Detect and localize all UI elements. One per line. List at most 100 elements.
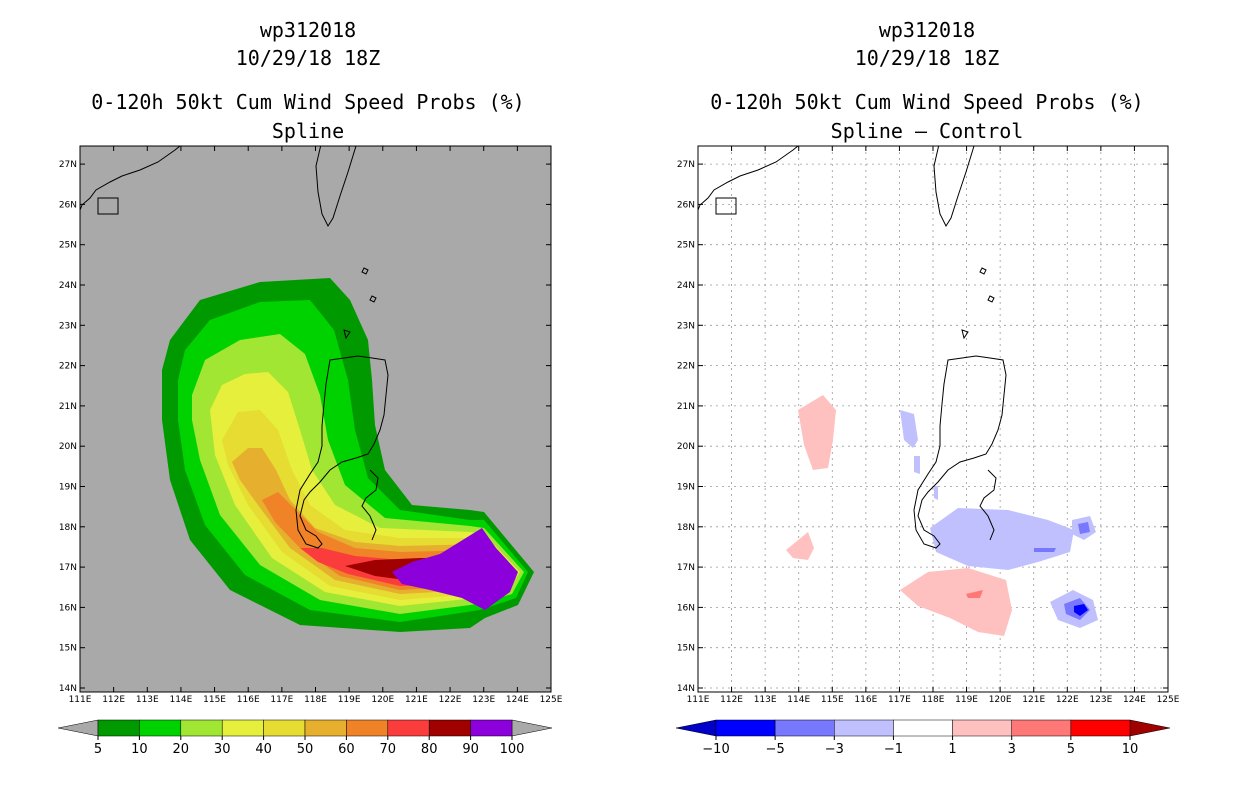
right-colorbar-label: −5 <box>766 742 785 757</box>
left-title-product: 0-120h 50kt Cum Wind Speed Probs (%) <box>91 90 525 114</box>
right-lat-label: 21N <box>677 402 695 412</box>
right-lat-label: 26N <box>677 200 695 210</box>
left-lat-label: 25N <box>59 241 77 251</box>
left-lon-label: 115E <box>203 695 226 705</box>
right-colorbar-arrow-right <box>1129 719 1171 737</box>
right-lat-label: 15N <box>677 644 695 654</box>
right-colorbar: −10 −5 −3 −1 1 3 5 10 <box>675 719 1171 757</box>
right-colorbar-swatch <box>1070 719 1131 737</box>
left-colorbar-label: 10 <box>131 742 148 757</box>
left-lon-label: 114E <box>169 695 192 705</box>
diff-pos-south-inner <box>966 590 983 598</box>
right-lon-label: 113E <box>754 695 777 705</box>
left-lon-label: 113E <box>136 695 159 705</box>
left-colorbar-swatch <box>263 719 306 737</box>
right-lat-label: 18N <box>677 523 695 533</box>
left-colorbar-swatch <box>470 719 513 737</box>
left-lon-label: 116E <box>237 695 260 705</box>
right-colorbar-label: −3 <box>825 742 844 757</box>
right-colorbar-label: 10 <box>1122 742 1139 757</box>
left-lat-label: 23N <box>59 321 77 331</box>
right-lon-label: 114E <box>787 695 810 705</box>
left-colorbar-swatch <box>428 719 471 737</box>
right-title-subtitle: Spline – Control <box>830 119 1024 143</box>
right-lon-label: 118E <box>922 695 945 705</box>
right-lon-label: 117E <box>888 695 911 705</box>
right-lon-label: 116E <box>854 695 877 705</box>
diff-neg-east-inner <box>1078 522 1090 534</box>
left-colorbar-swatch <box>221 719 264 737</box>
left-lat-label: 14N <box>59 684 77 694</box>
left-lon-label: 122E <box>439 695 462 705</box>
diff-neg-southeast-core <box>1074 604 1088 616</box>
left-colorbar-arrow-right <box>511 719 553 737</box>
right-lon-label: 115E <box>821 695 844 705</box>
left-colorbar-label: 40 <box>255 742 272 757</box>
right-axes: 111E 112E 113E 114E 115E 116E 117E 118E 119E 120E… <box>677 146 1180 705</box>
left-title-subtitle: Spline <box>271 119 345 143</box>
right-title-datetime: 10/29/18 18Z <box>854 46 1000 70</box>
right-lat-label: 27N <box>677 160 695 170</box>
left-colorbar-arrow-left <box>57 719 99 737</box>
right-colorbar-swatch <box>834 719 894 737</box>
right-title-storm: wp312018 <box>878 18 976 42</box>
right-lon-label: 111E <box>687 695 710 705</box>
left-colorbar-swatch <box>304 719 347 737</box>
diff-neg-north <box>900 410 918 448</box>
left-lat-label: 17N <box>59 563 77 573</box>
right-lat-label: 14N <box>677 684 695 694</box>
right-colorbar-swatch <box>774 719 835 737</box>
left-lon-label: 117E <box>270 695 293 705</box>
left-lon-label: 112E <box>102 695 125 705</box>
left-lat-label: 18N <box>59 523 77 533</box>
left-lat-label: 15N <box>59 644 77 654</box>
diff-pos-west <box>798 395 836 470</box>
right-lat-label: 22N <box>677 362 695 372</box>
left-lat-label: 24N <box>59 281 77 291</box>
contour-90 <box>392 528 518 610</box>
diff-neg-center-inner <box>1034 548 1056 552</box>
left-lon-label: 111E <box>69 695 92 705</box>
right-colorbar-swatch <box>1011 719 1072 737</box>
left-colorbar-label: 60 <box>338 742 355 757</box>
right-lat-label: 25N <box>677 241 695 251</box>
right-lon-label: 112E <box>720 695 743 705</box>
right-lat-label: 16N <box>677 603 695 613</box>
left-probability-contours <box>80 146 534 632</box>
right-colorbar-label: 3 <box>1008 742 1016 757</box>
left-title-datetime: 10/29/18 18Z <box>235 46 381 70</box>
right-lon-label: 119E <box>955 695 978 705</box>
left-colorbar-label: 30 <box>214 742 231 757</box>
right-title-product: 0-120h 50kt Cum Wind Speed Probs (%) <box>710 90 1144 114</box>
left-lat-label: 19N <box>59 483 77 493</box>
right-lon-label: 123E <box>1089 695 1112 705</box>
left-lon-label: 123E <box>472 695 495 705</box>
left-colorbar-label: 50 <box>297 742 314 757</box>
diff-neg-center <box>930 508 1074 570</box>
left-lon-label: 124E <box>506 695 529 705</box>
left-colorbar: 5 10 20 30 40 50 60 70 80 90 100 <box>57 719 553 757</box>
right-colorbar-arrow-left <box>675 719 717 737</box>
right-lat-label: 23N <box>677 321 695 331</box>
left-lon-label: 121E <box>405 695 428 705</box>
left-colorbar-label: 70 <box>380 742 397 757</box>
right-colorbar-label: 1 <box>948 742 956 757</box>
diff-neg-spot-a <box>914 456 920 474</box>
left-colorbar-swatch <box>97 719 140 737</box>
left-colorbar-label: 90 <box>462 742 479 757</box>
left-lon-label: 125E <box>540 695 563 705</box>
left-colorbar-label: 5 <box>94 742 102 757</box>
right-lon-label: 125E <box>1157 695 1180 705</box>
diff-neg-spot-b <box>934 486 938 500</box>
right-colorbar-swatch <box>893 719 953 737</box>
left-colorbar-swatch <box>387 719 430 737</box>
left-axes: 111E 112E 113E 114E 115E 116E 117E 118E 119E 120E… <box>59 146 563 705</box>
left-lat-label: 22N <box>59 362 77 372</box>
diff-pos-southcentral <box>786 532 814 560</box>
left-colorbar-swatch <box>346 719 389 737</box>
right-difference-contours <box>698 146 1098 636</box>
right-lat-label: 24N <box>677 281 695 291</box>
right-colorbar-label: 5 <box>1067 742 1075 757</box>
left-lat-label: 16N <box>59 603 77 613</box>
